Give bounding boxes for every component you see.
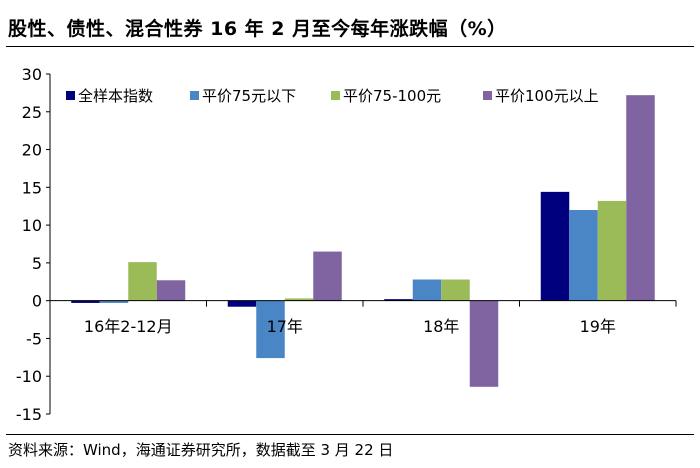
legend-label: 平价75元以下 <box>202 87 296 105</box>
bar <box>128 262 157 301</box>
bar <box>99 300 129 303</box>
y-tick-label: -10 <box>16 367 42 386</box>
y-tick-label: 25 <box>22 103 42 122</box>
bar <box>569 210 598 301</box>
y-tick-label: 15 <box>22 178 42 197</box>
legend: 全样本指数 平价75元以下 平价75-100元 平价100元以上 <box>66 87 599 105</box>
chart-title: 股性、债性、混合性券 16 年 2 月至今每年涨跌幅（%） <box>8 18 507 40</box>
bar-chart: -15 -10 -5 0 5 10 15 20 25 30 16年2-12月 17年 18年 19年 全… <box>16 65 677 424</box>
legend-label: 全样本指数 <box>78 87 153 105</box>
y-axis: -15 -10 -5 0 5 10 15 20 25 30 <box>16 65 51 424</box>
legend-swatch <box>66 91 75 100</box>
bar <box>540 191 570 301</box>
title-rule <box>6 46 694 47</box>
source-note: 资料来源：Wind，海通证券研究所，数据截至 3 月 22 日 <box>8 441 394 459</box>
bar <box>156 280 186 301</box>
bar <box>441 279 470 301</box>
x-tick-label: 17年 <box>267 317 303 336</box>
y-tick-label: -15 <box>16 405 42 424</box>
bar <box>384 299 413 301</box>
y-tick-label: 5 <box>32 254 42 273</box>
x-tick-label: 19年 <box>580 317 616 336</box>
bar <box>412 279 442 301</box>
x-tick-label: 16年2-12月 <box>84 317 173 336</box>
y-tick-label: 10 <box>22 216 42 235</box>
source-rule <box>6 434 694 435</box>
bar <box>313 251 342 301</box>
legend-label: 平价100元以上 <box>495 87 599 105</box>
y-tick-label: 0 <box>32 292 42 311</box>
legend-label: 平价75-100元 <box>343 87 441 105</box>
bar <box>469 300 499 387</box>
bar <box>626 95 655 301</box>
bar <box>597 200 627 301</box>
bar <box>227 300 257 307</box>
legend-swatch <box>190 91 199 100</box>
legend-swatch <box>483 91 492 100</box>
x-axis: 16年2-12月 17年 18年 19年 <box>50 300 677 336</box>
bar <box>284 298 314 301</box>
y-tick-label: 30 <box>22 65 42 84</box>
y-tick-label: 20 <box>22 141 42 160</box>
bar <box>71 300 100 303</box>
bar <box>256 300 285 359</box>
legend-swatch <box>331 91 340 100</box>
bars-layer <box>71 95 655 387</box>
x-tick-label: 18年 <box>423 317 459 336</box>
y-tick-label: -5 <box>26 329 42 348</box>
